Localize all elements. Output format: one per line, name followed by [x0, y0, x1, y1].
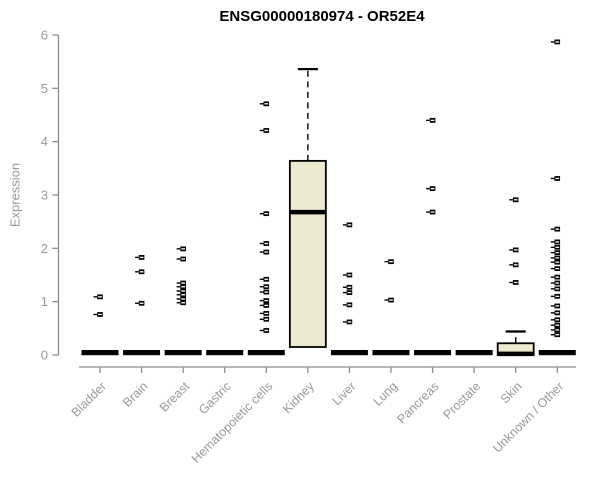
- zero-box-gastric: [206, 350, 244, 356]
- x-tick-label-prostate: Prostate: [440, 379, 483, 422]
- y-tick-label: 6: [41, 28, 48, 43]
- zero-box-prostate: [455, 350, 493, 356]
- zero-box-breast: [164, 350, 202, 356]
- x-tick-label-pancreas: Pancreas: [394, 379, 441, 426]
- chart-title: ENSG00000180974 - OR52E4: [219, 8, 425, 25]
- y-tick-label: 4: [41, 134, 48, 149]
- zero-box-brain: [123, 350, 161, 356]
- y-tick-label: 3: [41, 188, 48, 203]
- x-tick-label-gastric: Gastric: [196, 379, 234, 417]
- zero-box-pancreas: [414, 350, 452, 356]
- x-tick-label-brain: Brain: [120, 379, 151, 410]
- x-tick-label-liver: Liver: [329, 379, 358, 408]
- zero-box-unknown-other: [538, 350, 576, 356]
- x-tick-label-skin: Skin: [498, 379, 525, 406]
- x-tick-label-hematopoietic-cells: Hematopoietic cells: [189, 379, 276, 466]
- zero-box-lung: [372, 350, 410, 356]
- x-tick-label-unknown-other: Unknown / Other: [490, 379, 566, 455]
- y-tick-label: 2: [41, 241, 48, 256]
- x-tick-label-kidney: Kidney: [280, 379, 317, 416]
- zero-box-hematopoietic-cells: [247, 350, 285, 356]
- box-kidney: [288, 159, 327, 348]
- y-tick-label: 5: [41, 81, 48, 96]
- x-tick-label-bladder: Bladder: [69, 379, 109, 419]
- zero-box-liver: [330, 350, 368, 356]
- x-tick-label-lung: Lung: [371, 379, 401, 409]
- x-tick-label-breast: Breast: [157, 379, 193, 415]
- y-tick-label: 0: [41, 348, 48, 363]
- y-tick-label: 1: [41, 294, 48, 309]
- zero-box-bladder: [81, 350, 119, 356]
